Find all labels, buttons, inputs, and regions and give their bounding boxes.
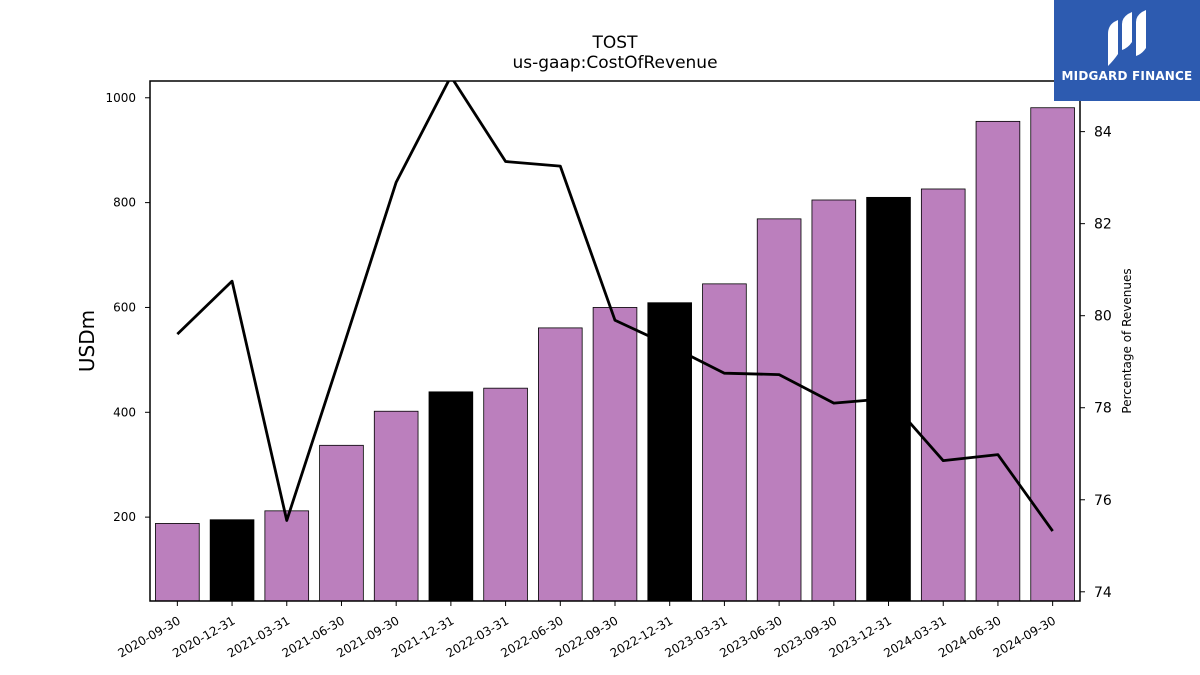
bar-2022-03-31 [483,387,528,602]
y-tick-label: 200 [113,510,136,524]
bar-2022-09-30 [592,307,638,602]
y-axis-label: USDm [75,310,99,372]
bar-group [155,107,1075,602]
y2-tick-label: 82 [1094,217,1112,233]
bar-2021-09-30 [373,410,419,602]
bar-2021-12-31 [428,391,474,602]
y2-tick-label: 76 [1094,493,1112,509]
y-tick-label: 800 [113,196,136,210]
y-tick-label: 1000 [105,91,136,105]
y2-tick-label: 84 [1094,125,1112,141]
chart-subtitle: us-gaap:CostOfRevenue [512,53,717,73]
bar-2023-03-31 [702,283,747,602]
y2-tick-label: 78 [1094,401,1112,417]
y2-tick-label: 74 [1094,585,1112,601]
bar-2020-12-31 [209,519,255,602]
bar-2024-03-31 [920,188,966,602]
x-axis: 2020-09-302020-12-312021-03-312021-06-30… [115,601,1058,660]
logo-text: MIDGARD FINANCE [1061,69,1193,83]
bar-2020-09-30 [155,523,200,602]
brand-logo: MIDGARD FINANCE [1054,0,1200,101]
x-tick-label: 2024-09-30 [991,613,1058,660]
y2-axis: 74 76 78 80 82 84 [1080,125,1112,601]
bar-2024-06-30 [975,120,1021,602]
bar-2024-09-30 [1030,107,1075,602]
percentage-line [176,81,1054,532]
y-axis: 200 400 600 800 1000 [105,91,150,524]
line-series-layer [176,81,1054,532]
chart-title: TOST [592,33,639,53]
logo-icon [1108,10,1146,66]
y-tick-label: 400 [113,405,136,419]
bar-2022-12-31 [647,302,692,602]
y-tick-label: 600 [113,300,136,314]
bar-2021-06-30 [319,444,364,602]
bar-2022-06-30 [538,327,583,602]
bar-2021-03-31 [264,510,310,602]
y2-axis-label: Percentage of Revenues [1120,268,1134,413]
y2-tick-label: 80 [1094,309,1112,325]
bar-2023-06-30 [756,218,802,602]
